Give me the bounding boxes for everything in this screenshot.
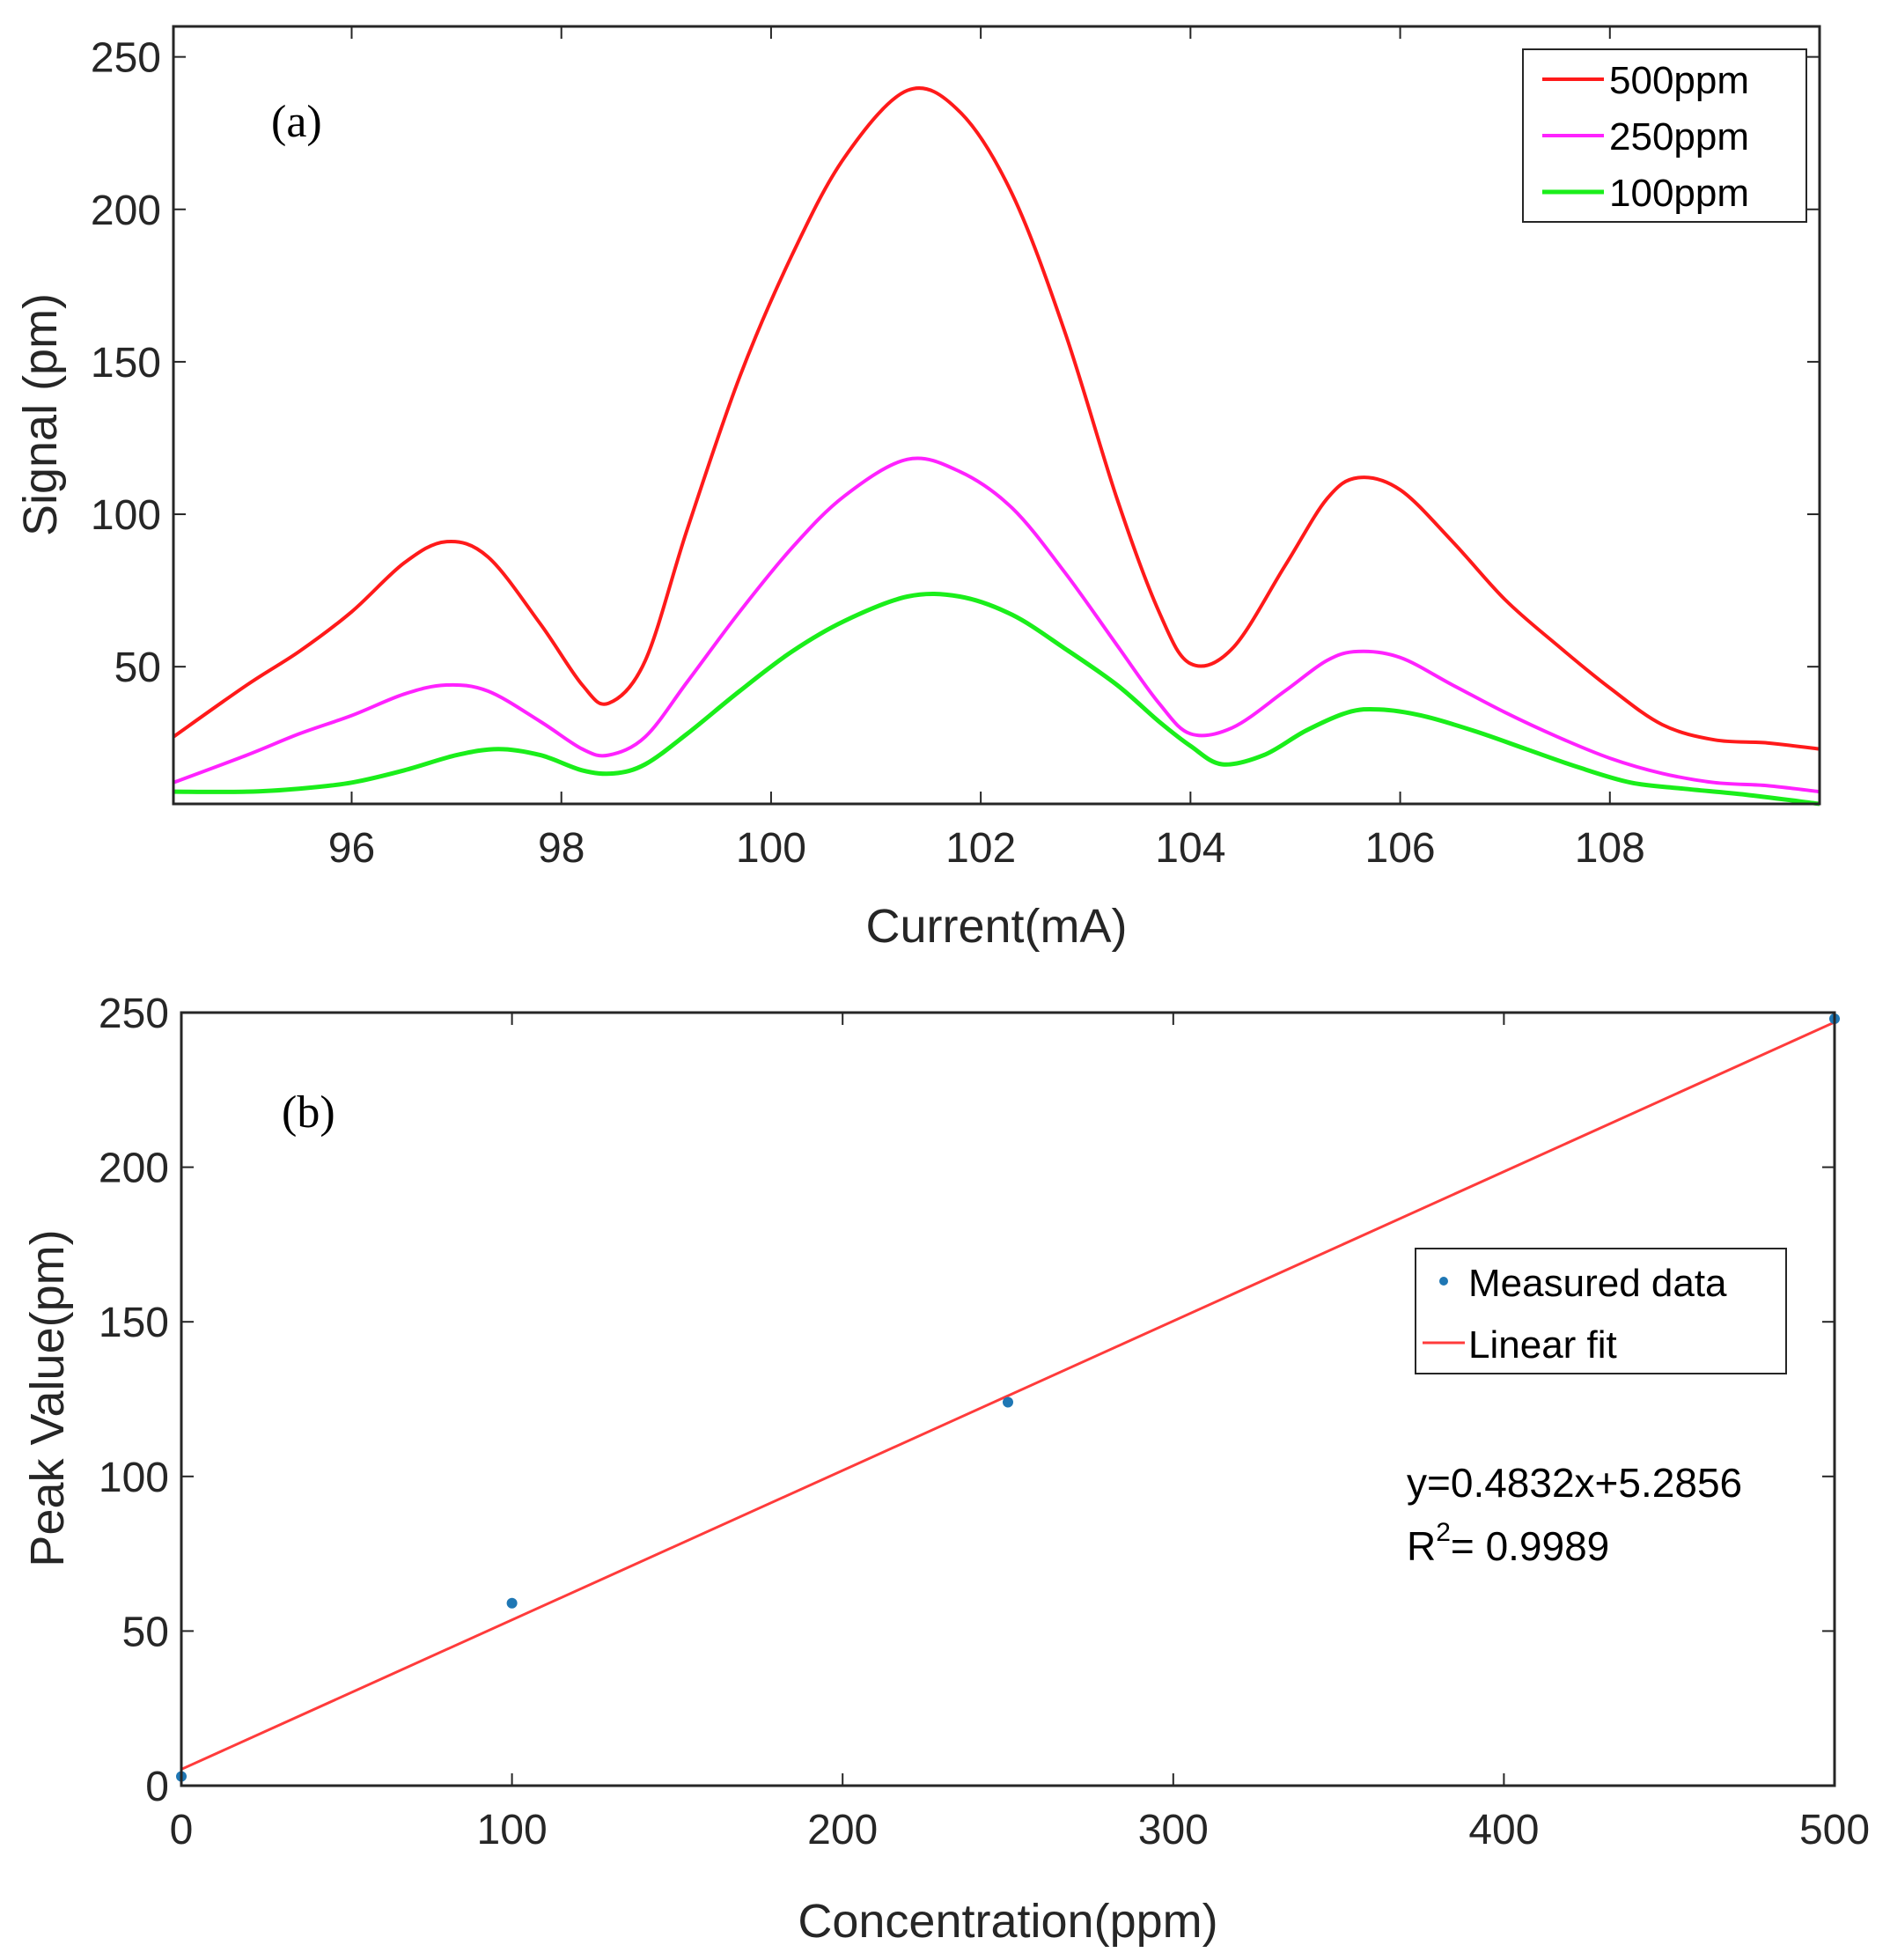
panel-a-label: (a) [271, 97, 322, 147]
fit-annotation: y=0.4832x+5.2856 R2= 0.9989 [1407, 1460, 1742, 1569]
fit-r2-value: = 0.9989 [1451, 1523, 1609, 1569]
legend-fit-label: Linear fit [1468, 1323, 1617, 1367]
panel-b-x-tick-label: 0 [170, 1807, 194, 1853]
panel-b-legend: Measured data Linear fit [1415, 1248, 1787, 1374]
panel-a-x-tick-label: 108 [1575, 825, 1645, 872]
panel-b-x-tick-label: 500 [1799, 1807, 1870, 1853]
panel-a-y-ticks: 50 100 150 200 250 [91, 35, 1820, 691]
legend-measured-marker [1439, 1277, 1448, 1286]
panel-a-y-tick-label: 150 [91, 340, 161, 387]
panel-b-y-tick-label: 200 [99, 1146, 169, 1192]
panel-b-y-tick-label: 100 [99, 1455, 169, 1501]
panel-a-y-axis-title: Signal (pm) [14, 293, 67, 536]
measured-data-point [506, 1597, 518, 1609]
fit-r2-superscript: 2 [1436, 1518, 1451, 1547]
panel-b-x-tick-label: 300 [1138, 1807, 1209, 1853]
panel-b-y-tick-label: 0 [145, 1764, 169, 1810]
legend-measured-label: Measured data [1468, 1262, 1727, 1305]
measured-data-points [176, 1013, 1840, 1782]
panel-a-x-tick-label: 96 [328, 825, 375, 872]
panel-a-axes-box [172, 25, 1821, 806]
panel-b-x-tick-label: 400 [1468, 1807, 1539, 1853]
panel-b-y-ticks: 0 50 100 150 200 250 [99, 991, 1835, 1810]
panel-a-x-tick-label: 100 [736, 825, 806, 872]
legend-100ppm-label: 100ppm [1609, 172, 1749, 215]
fit-equation: y=0.4832x+5.2856 [1407, 1460, 1742, 1506]
panel-b-y-tick-label: 150 [99, 1300, 169, 1346]
legend-250ppm-label: 250ppm [1609, 115, 1749, 158]
series-500ppm-line [172, 86, 1820, 751]
fit-r2-prefix: R [1407, 1523, 1436, 1569]
panel-a-x-tick-label: 106 [1365, 825, 1436, 872]
panel-a-x-tick-label: 102 [945, 825, 1016, 872]
panel-a-y-tick-label: 100 [91, 492, 161, 539]
linear-fit-line [180, 1021, 1835, 1771]
panel-b-x-tick-label: 100 [477, 1807, 548, 1853]
panel-b-x-tick-label: 200 [807, 1807, 878, 1853]
panel-a-legend: 500ppm 250ppm 100ppm [1522, 48, 1807, 223]
panel-a-series-lines [172, 86, 1820, 807]
panel-b-x-axis-title: Concentration(ppm) [798, 1895, 1217, 1948]
panel-b-y-axis-title: Peak Value(pm) [21, 1229, 74, 1566]
panel-a-y-tick-label: 250 [91, 35, 161, 82]
panel-b-axes-box [180, 1011, 1836, 1787]
panel-a-x-ticks: 96 98 100 102 104 106 108 [328, 26, 1645, 872]
panel-b-y-tick-label: 250 [99, 991, 169, 1037]
panel-a-x-tick-label: 104 [1155, 825, 1225, 872]
panel-a-x-axis-title: Current(mA) [865, 900, 1127, 953]
series-100ppm-line [173, 592, 1820, 807]
panel-b-x-ticks: 0 100 200 300 400 500 [170, 1013, 1870, 1853]
panel-a-y-tick-label: 50 [114, 645, 161, 691]
panel-a-y-tick-label: 200 [91, 188, 161, 234]
fit-r2: R2= 0.9989 [1407, 1518, 1609, 1569]
panel-b-label: (b) [282, 1087, 335, 1138]
panel-a: 96 98 100 102 104 106 108 50 100 150 200 250 (a) C… [14, 25, 1821, 953]
legend-500ppm-label: 500ppm [1609, 59, 1749, 102]
panel-b: 0 100 200 300 400 500 0 50 100 150 200 250 (b) Con… [21, 991, 1870, 1948]
panel-b-legend-box [1415, 1248, 1787, 1374]
series-250ppm-line [173, 456, 1820, 794]
panel-a-x-tick-label: 98 [538, 825, 585, 872]
measured-data-point [1003, 1396, 1013, 1408]
panel-b-y-tick-label: 50 [122, 1609, 169, 1655]
